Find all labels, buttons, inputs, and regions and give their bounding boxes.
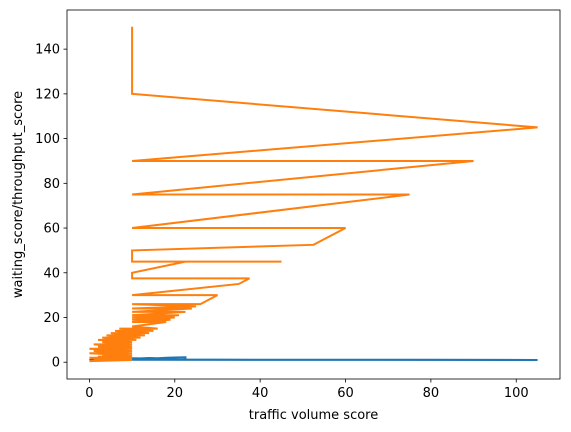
y-tick-label: 20 — [43, 311, 60, 326]
x-tick-label: 0 — [85, 386, 93, 401]
x-tick-label: 20 — [167, 386, 184, 401]
y-axis-title: waiting_score/throughput_score — [11, 91, 26, 298]
x-tick-label: 100 — [504, 386, 529, 401]
y-tick-label: 140 — [35, 43, 60, 58]
y-tick-label: 120 — [35, 87, 60, 102]
ticks-layer: 0 20 40 60 80 100 0 20 40 60 80 100 120 140 — [35, 43, 528, 401]
x-tick-label: 40 — [252, 386, 269, 401]
y-tick-label: 0 — [52, 356, 60, 371]
y-tick-label: 100 — [35, 132, 60, 147]
x-axis-title: traffic volume score — [249, 408, 378, 423]
y-tick-label: 60 — [43, 222, 60, 237]
x-tick-label: 80 — [423, 386, 440, 401]
series-line-2 — [89, 26, 538, 363]
plot-frame — [66, 9, 561, 380]
y-tick-label: 40 — [43, 266, 60, 281]
series-layer — [89, 26, 538, 363]
y-tick-label: 80 — [43, 177, 60, 192]
x-tick-label: 60 — [337, 386, 354, 401]
